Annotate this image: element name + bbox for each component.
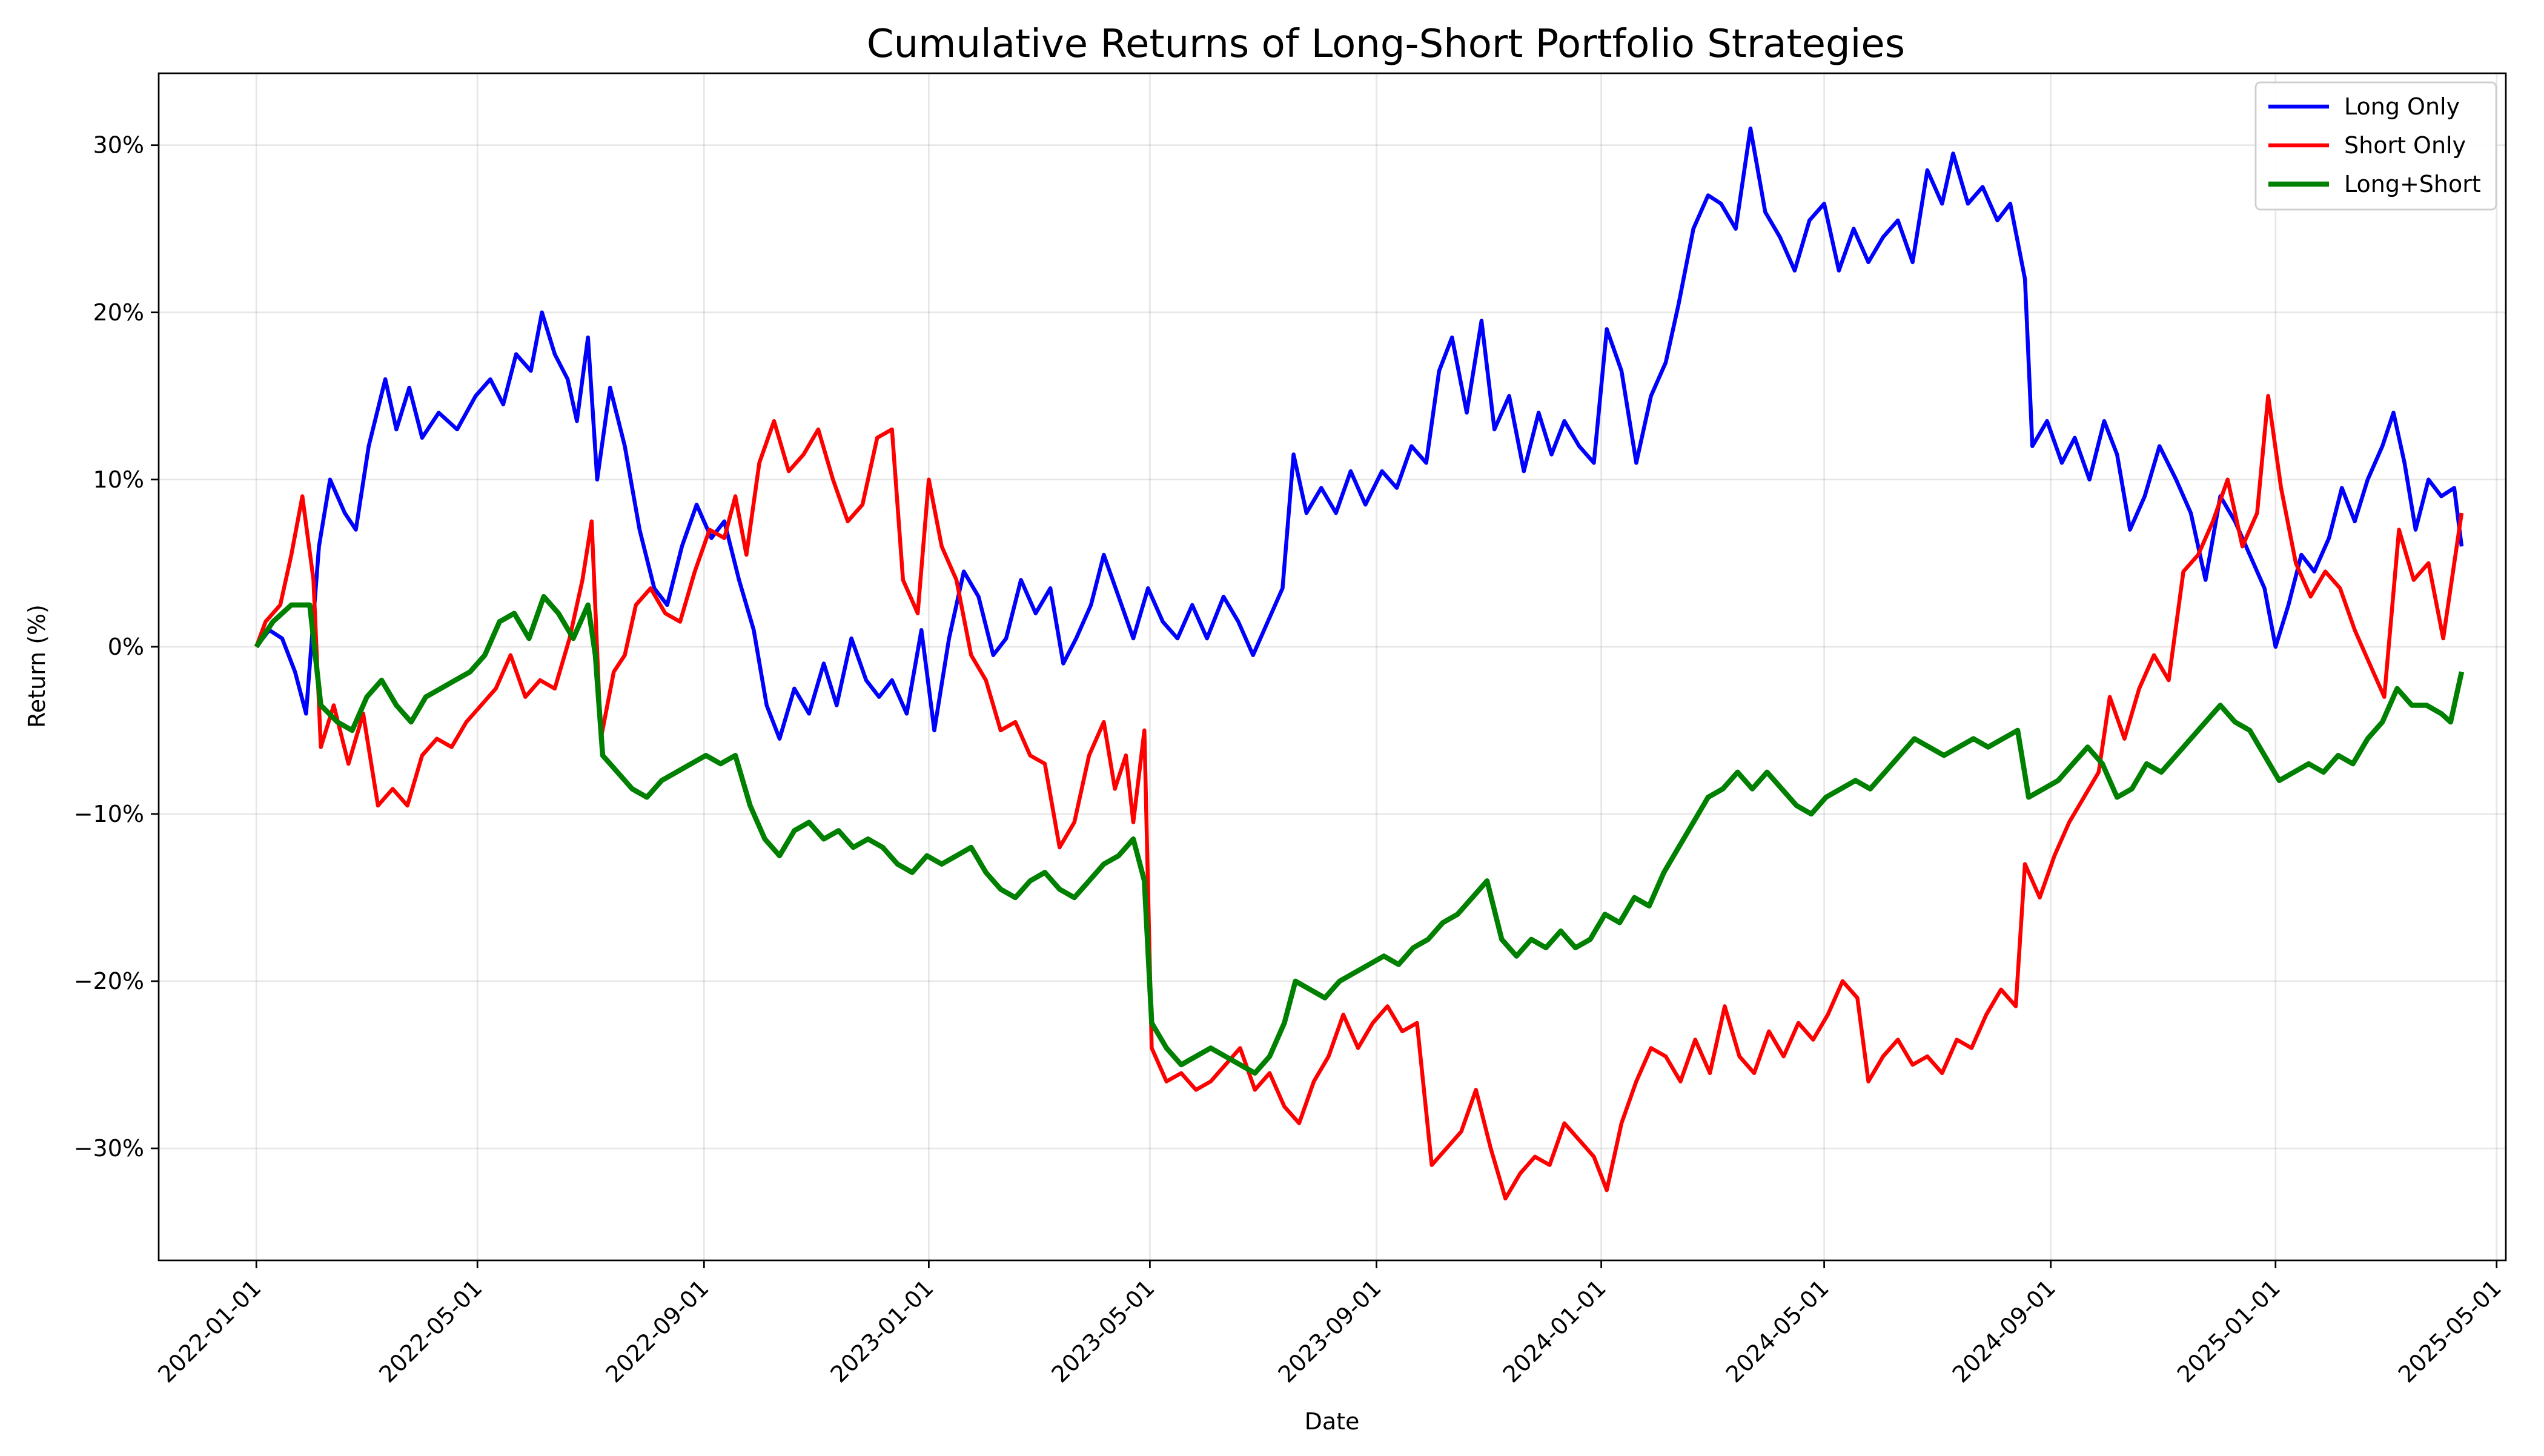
- legend-box: [2254, 81, 2497, 211]
- y-tick-label: 20%: [93, 299, 144, 326]
- y-tick-label: 30%: [93, 132, 144, 159]
- legend-label: Short Only: [2344, 132, 2466, 159]
- legend: Long Only Short Only Long+Short: [2254, 81, 2497, 211]
- series-layer: [254, 126, 2465, 1201]
- series-line-long-short: [254, 594, 2465, 1076]
- y-tick-label: −30%: [74, 1135, 144, 1162]
- legend-label: Long Only: [2344, 93, 2460, 120]
- y-axis-title: Return (%): [24, 604, 50, 728]
- legend-items: Long Only Short Only Long+Short: [2268, 93, 2481, 197]
- y-tick-label: −20%: [74, 968, 144, 994]
- x-axis-title: Date: [1305, 1408, 1360, 1435]
- y-tick-label: 10%: [93, 466, 144, 493]
- plot-frame: [157, 72, 2507, 1262]
- chart-title: Cumulative Returns of Long-Short Portfol…: [867, 22, 1905, 67]
- y-axis: −30% −20% −10% 0% 10% 20% 30%: [74, 132, 159, 1162]
- legend-label: Long+Short: [2344, 171, 2481, 197]
- series-line-long-only: [254, 126, 2464, 741]
- y-tick-label: 0%: [108, 634, 144, 660]
- y-tick-label: −10%: [74, 801, 144, 827]
- grid-layer: [159, 73, 2506, 1260]
